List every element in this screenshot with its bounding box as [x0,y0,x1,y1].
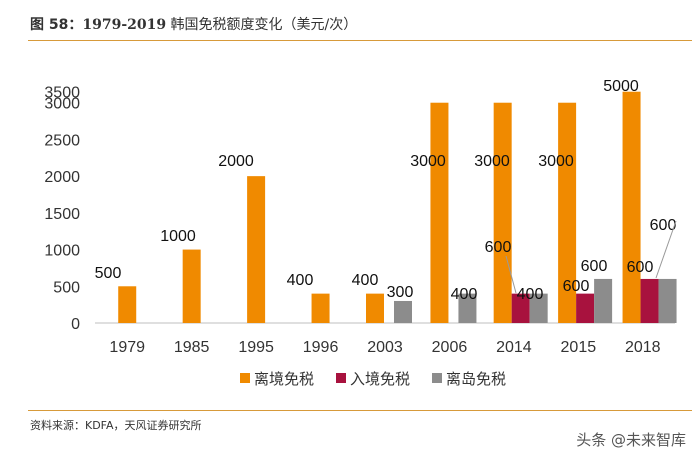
bar [529,293,548,323]
leader-line [655,220,677,279]
data-label: 1000 [160,228,196,245]
legend-label: 离境免税 [254,370,314,388]
data-label: 3000 [538,153,574,170]
data-label: 400 [451,286,478,303]
bottom-rule [28,410,692,411]
figure-caption: 韩国免税额度变化（美元/次） [166,17,358,33]
bar [493,102,512,323]
x-tick-label: 2015 [561,339,597,356]
legend-swatch [432,373,442,383]
figure-title: 图 58：1979-2019 韩国免税额度变化（美元/次） [30,14,690,34]
x-tick-label: 1995 [238,339,274,356]
legend-label: 入境免税 [350,370,410,388]
data-label: 3000 [474,153,510,170]
data-label: 600 [563,278,590,295]
bar [366,293,384,323]
data-label: 500 [95,265,122,282]
bar [511,293,530,323]
x-tick-label: 2014 [496,339,532,356]
x-tick-label: 2003 [367,339,403,356]
x-tick-label: 1985 [174,339,210,356]
bar [594,278,613,323]
y-tick-label: 3000 [44,96,80,113]
leader-line [505,255,517,294]
data-label: 600 [627,259,654,276]
data-label: 400 [352,272,379,289]
y-tick-label: 0 [71,316,80,333]
bar [576,293,595,323]
legend-label: 离岛免税 [446,370,506,388]
y-tick-label: 1500 [44,206,80,223]
y-tick-label: 1000 [44,243,80,260]
legend-swatch [336,373,346,383]
data-label: 3000 [410,153,446,170]
bar [118,286,137,323]
watermark: 头条 @未来智库 [576,431,686,449]
figure-range: 1979-2019 [82,17,167,33]
bar [394,300,412,323]
bar [430,102,449,323]
data-label: 600 [581,258,608,275]
x-tick-label: 1996 [303,339,339,356]
legend-swatch [240,373,250,383]
data-label: 600 [485,239,512,256]
top-rule [28,40,692,41]
data-label: 600 [650,217,677,234]
y-tick-label: 2500 [44,132,80,149]
bar [311,293,330,323]
data-label: 5000 [603,78,639,95]
bar [658,278,677,323]
bar [458,293,477,323]
y-tick-label: 500 [53,279,80,296]
bar [558,102,577,323]
data-label: 300 [387,284,414,301]
x-tick-label: 2006 [432,339,468,356]
data-label: 2000 [218,153,254,170]
bar [622,91,641,323]
x-tick-label: 1979 [109,339,145,356]
source-note: 资料来源：KDFA，天风证券研究所 [30,419,202,432]
bar [182,249,201,323]
data-label: 400 [517,286,544,303]
y-tick-label: 3500 [44,85,80,102]
y-tick-label: 2000 [44,169,80,186]
figure-label: 图 58： [30,17,83,33]
bar [640,278,659,323]
bar [247,176,266,323]
data-label: 400 [287,272,314,289]
x-tick-label: 2018 [625,339,661,356]
